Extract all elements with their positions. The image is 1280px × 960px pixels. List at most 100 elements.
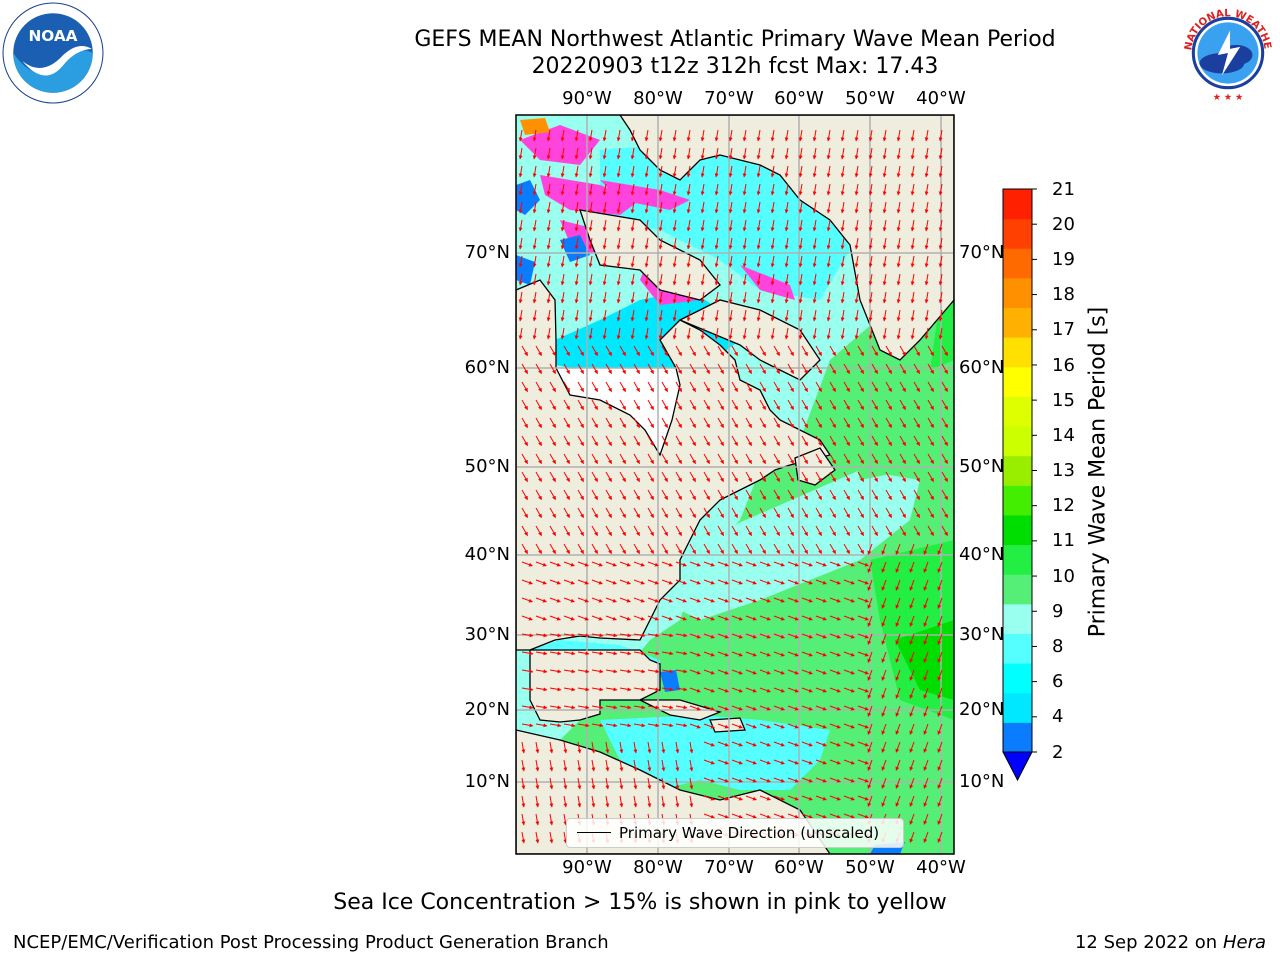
wave-arrow bbox=[826, 255, 831, 268]
wave-arrow bbox=[647, 687, 660, 692]
wave-arrow bbox=[899, 525, 906, 537]
wave-arrow bbox=[658, 201, 663, 214]
wave-arrow bbox=[840, 237, 845, 250]
wave-arrow bbox=[563, 471, 570, 483]
wave-arrow bbox=[714, 291, 719, 304]
wave-arrow bbox=[742, 291, 747, 304]
wave-arrow bbox=[714, 219, 719, 232]
lat-label-left: 60°N bbox=[464, 357, 510, 378]
wave-arrow bbox=[560, 129, 565, 142]
wave-arrow bbox=[756, 129, 761, 142]
wave-arrow bbox=[910, 147, 915, 160]
wave-arrow bbox=[843, 507, 850, 519]
wave-arrow bbox=[826, 327, 831, 340]
wave-arrow bbox=[773, 525, 780, 537]
wave-arrow bbox=[675, 453, 682, 465]
wave-arrow bbox=[840, 273, 845, 286]
wave-arrow bbox=[605, 705, 618, 710]
wave-arrow bbox=[798, 327, 803, 340]
wave-arrow bbox=[714, 273, 719, 286]
wave-arrow bbox=[619, 597, 631, 603]
wave-arrow bbox=[756, 183, 761, 196]
wave-arrow bbox=[588, 165, 593, 178]
wave-arrow bbox=[756, 309, 761, 322]
wave-arrow bbox=[619, 471, 626, 483]
lon-label-bottom: 80°W bbox=[633, 857, 683, 878]
wave-arrow bbox=[717, 345, 724, 357]
wave-arrow bbox=[843, 525, 850, 537]
wave-arrow bbox=[560, 183, 565, 196]
wave-arrow bbox=[577, 507, 584, 519]
wave-arrow bbox=[574, 183, 579, 196]
lon-label-bottom: 90°W bbox=[562, 857, 612, 878]
wave-arrow bbox=[910, 183, 915, 196]
wave-arrow bbox=[742, 309, 747, 322]
wave-arrow bbox=[633, 579, 645, 585]
wave-arrow bbox=[577, 345, 584, 357]
lat-label-left: 70°N bbox=[464, 242, 510, 263]
date-stamp: 12 Sep 2022 on Hera bbox=[1075, 932, 1266, 953]
wave-arrow bbox=[745, 417, 752, 429]
wave-arrow bbox=[560, 147, 565, 160]
wave-arrow bbox=[700, 183, 705, 196]
wave-arrow bbox=[532, 291, 537, 304]
wave-arrow bbox=[672, 183, 677, 196]
wave-arrow bbox=[784, 165, 789, 178]
colorbar-level bbox=[1003, 366, 1032, 397]
wave-arrow bbox=[881, 597, 887, 609]
wave-arrow bbox=[784, 237, 789, 250]
wave-arrow bbox=[619, 705, 632, 710]
wave-arrow bbox=[630, 183, 635, 196]
wave-arrow bbox=[812, 219, 817, 232]
wave-arrow bbox=[843, 669, 855, 675]
wave-arrow bbox=[840, 327, 845, 340]
wave-arrow bbox=[728, 309, 733, 322]
wave-arrow bbox=[857, 363, 864, 375]
wave-arrow bbox=[647, 633, 660, 638]
wave-arrow bbox=[881, 561, 887, 573]
wave-arrow bbox=[633, 669, 646, 674]
wave-arrow bbox=[630, 219, 635, 232]
wave-arrow bbox=[773, 489, 780, 501]
wave-arrow bbox=[857, 615, 869, 621]
wave-arrow bbox=[703, 651, 715, 657]
wave-arrow bbox=[843, 633, 855, 639]
wave-arrow bbox=[854, 219, 859, 232]
wave-arrow bbox=[616, 273, 621, 286]
wave-arrow bbox=[787, 543, 794, 555]
wave-arrow bbox=[560, 327, 565, 340]
wave-arrow bbox=[899, 435, 906, 447]
wave-arrow bbox=[686, 309, 691, 322]
wave-arrow bbox=[532, 129, 537, 142]
wave-arrow bbox=[728, 291, 733, 304]
wave-arrow bbox=[784, 183, 789, 196]
wave-arrow bbox=[518, 327, 523, 340]
wave-arrow bbox=[909, 687, 915, 699]
colorbar-tick: 14 bbox=[1052, 425, 1075, 446]
wave-arrow bbox=[549, 489, 556, 501]
wave-arrow bbox=[633, 417, 640, 429]
wave-arrow bbox=[815, 453, 822, 465]
wave-arrow bbox=[605, 507, 612, 519]
wave-arrow bbox=[661, 597, 673, 603]
wave-arrow bbox=[868, 327, 873, 340]
wave-arrow bbox=[574, 327, 579, 340]
wave-arrow bbox=[686, 255, 691, 268]
wave-arrow bbox=[532, 309, 537, 322]
wave-arrow bbox=[728, 327, 733, 340]
wave-arrow bbox=[927, 489, 934, 501]
wave-arrow bbox=[927, 507, 934, 519]
wave-arrow bbox=[658, 237, 663, 250]
wave-arrow bbox=[577, 633, 590, 638]
wave-arrow bbox=[882, 237, 887, 250]
wave-arrow bbox=[857, 687, 869, 693]
wave-arrow bbox=[787, 705, 799, 711]
wave-arrow bbox=[829, 561, 841, 567]
wave-arrow bbox=[616, 147, 621, 160]
wave-arrow bbox=[924, 183, 929, 196]
wave-arrow bbox=[812, 165, 817, 178]
wave-arrow bbox=[661, 417, 668, 429]
wave-arrow bbox=[689, 597, 701, 603]
wave-arrow bbox=[619, 615, 631, 621]
wave-arrow bbox=[843, 471, 850, 483]
